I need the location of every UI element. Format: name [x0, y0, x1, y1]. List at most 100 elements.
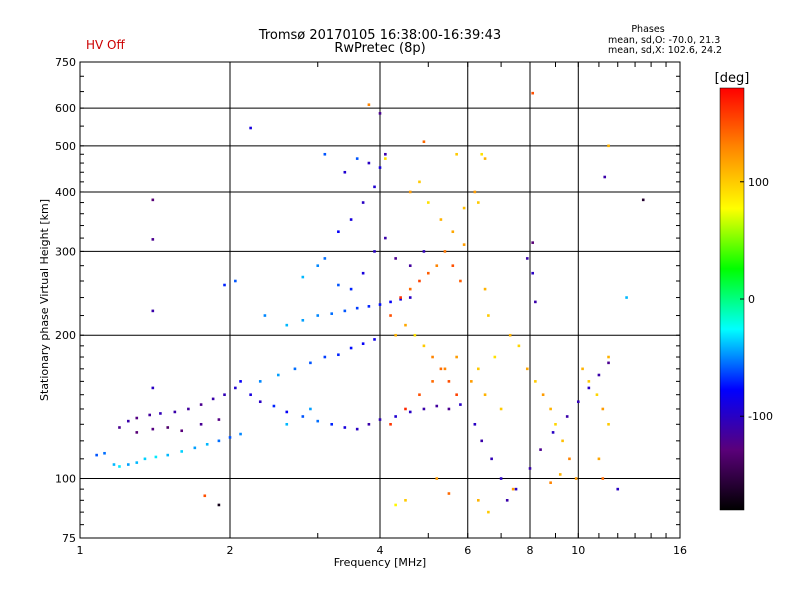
data-point	[367, 103, 371, 107]
data-point	[473, 190, 477, 194]
data-point	[228, 436, 232, 439]
data-point	[616, 487, 620, 491]
data-point	[459, 403, 462, 406]
y-tick-label: 400	[55, 186, 76, 199]
x-axis-label: Frequency [MHz]	[334, 556, 426, 569]
data-point	[435, 404, 439, 408]
data-point	[126, 463, 130, 466]
data-point	[103, 451, 106, 455]
data-point	[443, 367, 447, 371]
data-point	[367, 422, 371, 426]
data-point	[607, 144, 610, 148]
data-point	[148, 413, 152, 417]
data-point	[551, 431, 555, 434]
data-point	[234, 279, 237, 283]
data-point	[565, 415, 569, 418]
x-tick-label: 6	[464, 544, 471, 557]
data-point	[394, 503, 397, 507]
data-point	[394, 333, 397, 337]
data-point	[323, 152, 327, 156]
data-point	[378, 112, 382, 115]
data-point	[625, 296, 628, 299]
phase-stats-x: mean, sd,X: 102.6, 24.2	[608, 45, 722, 56]
data-point	[541, 393, 545, 397]
data-point	[330, 312, 334, 315]
data-point	[487, 510, 490, 514]
data-point	[349, 218, 353, 221]
x-axis-ticks: 1 2 4 6 8 10 16	[77, 62, 687, 557]
data-point	[151, 238, 155, 241]
data-point	[473, 422, 477, 426]
data-point	[349, 287, 353, 291]
data-point	[203, 494, 207, 498]
data-point	[378, 418, 382, 421]
data-point	[499, 407, 503, 411]
data-point	[95, 453, 98, 457]
data-point	[367, 161, 371, 165]
data-point	[159, 412, 162, 415]
data-point	[426, 271, 430, 275]
plot-area: 1 2 4 6 8 10 16 75 100 200 300 400 500 600 750	[55, 56, 687, 557]
data-point	[135, 461, 139, 464]
y-tick-label: 600	[55, 102, 76, 115]
data-point	[408, 190, 412, 194]
data-point	[499, 477, 503, 480]
x-tick-label: 2	[227, 544, 234, 557]
data-point	[534, 300, 537, 304]
x-tick-label: 4	[377, 544, 384, 557]
data-point	[470, 380, 473, 383]
data-point	[601, 407, 605, 411]
data-point	[595, 393, 599, 397]
data-point	[477, 367, 480, 371]
data-point	[373, 250, 376, 253]
y-tick-label: 500	[55, 140, 76, 153]
chart-title: Tromsø 20170105 16:38:00-16:39:43	[258, 28, 501, 43]
data-point	[443, 250, 447, 253]
data-point	[135, 431, 139, 434]
data-point	[439, 367, 443, 371]
data-point	[367, 305, 371, 308]
data-point	[249, 126, 252, 130]
data-point	[447, 407, 451, 411]
x-tick-label: 1	[77, 544, 84, 557]
data-point	[389, 314, 392, 317]
data-point	[223, 393, 226, 397]
data-point	[477, 499, 480, 502]
data-point	[455, 355, 458, 359]
data-point	[361, 342, 365, 345]
data-point	[531, 241, 534, 244]
data-point	[451, 264, 455, 267]
data-point	[431, 355, 434, 359]
data-point	[508, 333, 512, 337]
data-point	[597, 373, 601, 377]
data-point	[285, 410, 289, 414]
colorbar-ticks: 100 0 -100	[740, 176, 773, 423]
data-point	[439, 218, 443, 221]
colorbar-tick-label: 0	[748, 293, 755, 306]
data-point	[418, 279, 421, 283]
data-point	[309, 361, 312, 365]
data-point	[258, 380, 262, 383]
data-point	[455, 152, 458, 156]
data-point	[180, 429, 184, 433]
data-point	[493, 355, 497, 359]
data-point	[384, 152, 387, 156]
data-point	[447, 380, 451, 383]
data-point	[505, 499, 509, 502]
data-point	[199, 422, 203, 426]
data-point	[154, 455, 158, 459]
data-point	[607, 422, 610, 426]
data-point	[549, 481, 552, 485]
data-point	[355, 427, 359, 431]
data-point	[301, 275, 305, 279]
data-point	[249, 393, 252, 397]
data-point	[389, 422, 392, 426]
data-point	[355, 306, 359, 310]
data-point	[487, 314, 490, 317]
data-point	[384, 157, 387, 160]
data-point	[361, 271, 365, 275]
data-point	[561, 439, 564, 443]
data-point	[413, 333, 417, 337]
data-point	[607, 361, 610, 365]
data-point	[337, 283, 340, 287]
